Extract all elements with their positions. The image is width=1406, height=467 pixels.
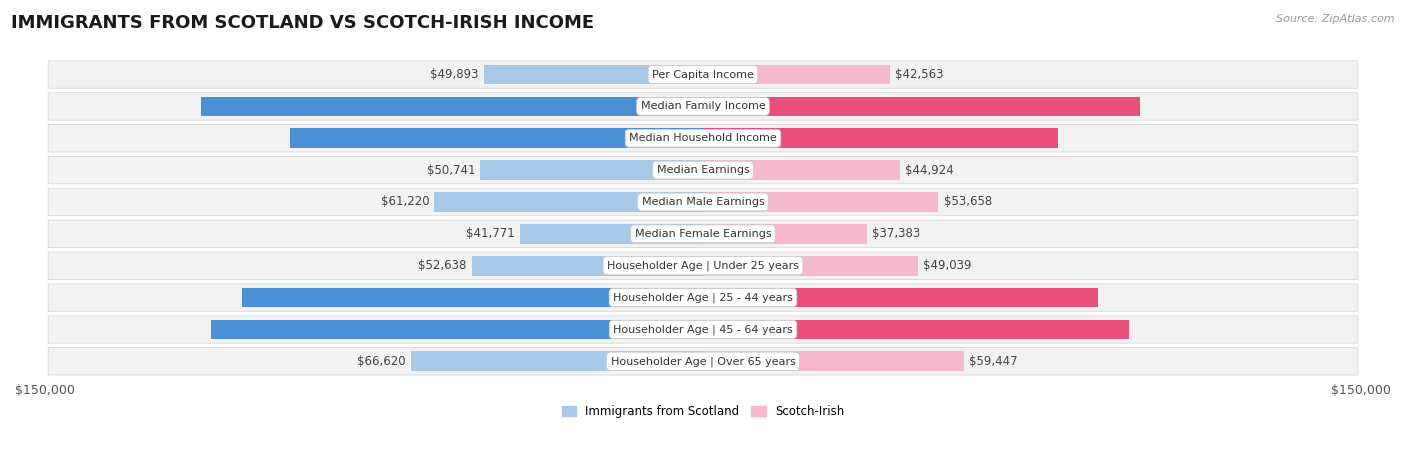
Text: Median Household Income: Median Household Income [628, 133, 778, 143]
FancyBboxPatch shape [48, 252, 1358, 279]
Text: $49,893: $49,893 [430, 68, 479, 81]
Text: $37,383: $37,383 [872, 227, 921, 241]
Bar [703, 160, 900, 180]
Text: $89,969: $89,969 [665, 291, 718, 304]
Bar [481, 160, 703, 180]
FancyBboxPatch shape [48, 284, 1358, 311]
Text: $50,741: $50,741 [426, 163, 475, 177]
Text: $49,039: $49,039 [924, 259, 972, 272]
Bar [703, 256, 918, 276]
Text: Householder Age | 45 - 64 years: Householder Age | 45 - 64 years [613, 324, 793, 335]
Text: Per Capita Income: Per Capita Income [652, 70, 754, 79]
Text: $44,924: $44,924 [905, 163, 955, 177]
Text: $66,620: $66,620 [357, 355, 405, 368]
Bar [703, 64, 890, 85]
Text: $42,563: $42,563 [896, 68, 943, 81]
Text: $53,658: $53,658 [943, 196, 991, 208]
Text: Median Male Earnings: Median Male Earnings [641, 197, 765, 207]
Bar [472, 256, 703, 276]
Text: $112,175: $112,175 [683, 323, 745, 336]
Bar [434, 192, 703, 212]
Text: $99,591: $99,591 [666, 100, 720, 113]
Bar [211, 319, 703, 340]
Text: Householder Age | Over 65 years: Householder Age | Over 65 years [610, 356, 796, 367]
Bar [703, 288, 1098, 307]
Text: Householder Age | Under 25 years: Householder Age | Under 25 years [607, 261, 799, 271]
Bar [201, 97, 703, 116]
Text: $41,771: $41,771 [465, 227, 515, 241]
Bar [290, 128, 703, 148]
Bar [703, 319, 1129, 340]
Text: Householder Age | 25 - 44 years: Householder Age | 25 - 44 years [613, 292, 793, 303]
Bar [703, 192, 938, 212]
Text: Median Family Income: Median Family Income [641, 101, 765, 112]
Text: $94,091: $94,091 [686, 132, 740, 145]
FancyBboxPatch shape [48, 61, 1358, 88]
Legend: Immigrants from Scotland, Scotch-Irish: Immigrants from Scotland, Scotch-Irish [557, 400, 849, 423]
FancyBboxPatch shape [48, 93, 1358, 120]
Text: $80,972: $80,972 [664, 132, 717, 145]
Bar [242, 288, 703, 307]
Bar [703, 128, 1059, 148]
Text: $52,638: $52,638 [419, 259, 467, 272]
Bar [703, 97, 1140, 116]
FancyBboxPatch shape [48, 125, 1358, 152]
Bar [520, 224, 703, 244]
FancyBboxPatch shape [48, 220, 1358, 248]
Text: Median Earnings: Median Earnings [657, 165, 749, 175]
Bar [411, 351, 703, 371]
FancyBboxPatch shape [48, 347, 1358, 375]
Text: $61,220: $61,220 [381, 196, 429, 208]
Text: IMMIGRANTS FROM SCOTLAND VS SCOTCH-IRISH INCOME: IMMIGRANTS FROM SCOTLAND VS SCOTCH-IRISH… [11, 14, 595, 32]
Text: $59,447: $59,447 [969, 355, 1018, 368]
Text: $114,392: $114,392 [683, 100, 745, 113]
FancyBboxPatch shape [48, 316, 1358, 343]
Bar [703, 351, 963, 371]
FancyBboxPatch shape [48, 188, 1358, 216]
Text: Median Female Earnings: Median Female Earnings [634, 229, 772, 239]
Text: Source: ZipAtlas.com: Source: ZipAtlas.com [1277, 14, 1395, 24]
FancyBboxPatch shape [48, 156, 1358, 184]
Bar [484, 64, 703, 85]
Bar [703, 224, 868, 244]
Text: $105,089: $105,089 [685, 291, 747, 304]
Text: $97,073: $97,073 [666, 323, 720, 336]
